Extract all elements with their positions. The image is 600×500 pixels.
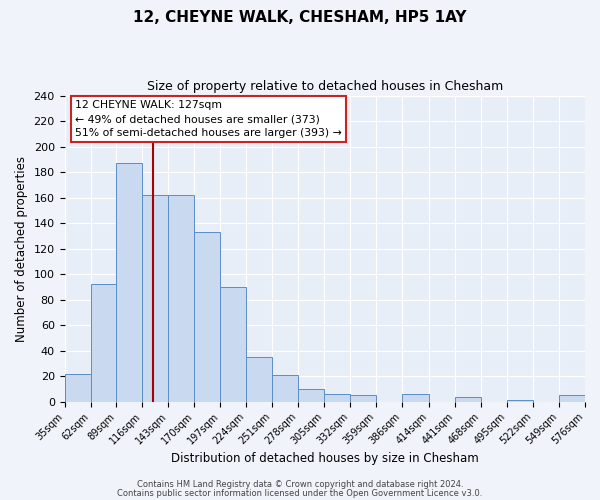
Bar (324, 394, 350, 402)
Title: Size of property relative to detached houses in Chesham: Size of property relative to detached ho… (146, 80, 503, 93)
Text: Contains public sector information licensed under the Open Government Licence v3: Contains public sector information licen… (118, 488, 482, 498)
Bar (169, 195, 194, 402)
Bar (247, 357, 272, 402)
Text: 12, CHEYNE WALK, CHESHAM, HP5 1AY: 12, CHEYNE WALK, CHESHAM, HP5 1AY (133, 10, 467, 25)
Bar (220, 287, 247, 402)
Bar (142, 195, 169, 402)
Bar (91, 284, 116, 402)
Bar (116, 163, 142, 402)
Bar (194, 232, 220, 402)
Bar (507, 400, 533, 402)
Y-axis label: Number of detached properties: Number of detached properties (15, 156, 28, 342)
Bar (350, 396, 376, 402)
Text: Contains HM Land Registry data © Crown copyright and database right 2024.: Contains HM Land Registry data © Crown c… (137, 480, 463, 489)
Bar (272, 375, 298, 402)
Bar (298, 389, 324, 402)
X-axis label: Distribution of detached houses by size in Chesham: Distribution of detached houses by size … (171, 452, 479, 465)
Bar (455, 396, 481, 402)
Bar (402, 394, 429, 402)
Bar (65, 374, 91, 402)
Bar (559, 396, 585, 402)
Text: 12 CHEYNE WALK: 127sqm
← 49% of detached houses are smaller (373)
51% of semi-de: 12 CHEYNE WALK: 127sqm ← 49% of detached… (75, 100, 341, 138)
